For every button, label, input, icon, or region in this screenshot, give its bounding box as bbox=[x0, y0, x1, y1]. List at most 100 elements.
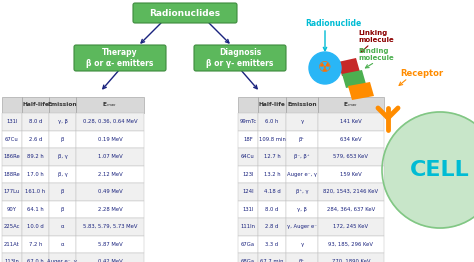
Bar bbox=[238, 218, 258, 236]
Bar bbox=[2, 113, 22, 130]
Text: 67.7 min: 67.7 min bbox=[260, 259, 284, 262]
Text: 5.83, 5.79, 5.73 MeV: 5.83, 5.79, 5.73 MeV bbox=[83, 224, 137, 229]
Text: 68Ga: 68Ga bbox=[241, 259, 255, 262]
Bar bbox=[286, 130, 318, 148]
Text: 188Re: 188Re bbox=[4, 172, 20, 177]
Bar bbox=[258, 113, 286, 130]
Bar bbox=[238, 200, 258, 218]
Text: β⁻, β⁺: β⁻, β⁺ bbox=[294, 154, 310, 159]
Text: 225Ac: 225Ac bbox=[4, 224, 20, 229]
Bar bbox=[76, 218, 144, 236]
Text: Emission: Emission bbox=[287, 102, 317, 107]
Bar bbox=[318, 130, 384, 148]
Text: Auger e⁻, γ: Auger e⁻, γ bbox=[287, 172, 317, 177]
Text: 131I: 131I bbox=[6, 119, 18, 124]
Bar bbox=[76, 130, 144, 148]
Bar bbox=[238, 97, 258, 113]
Bar bbox=[286, 200, 318, 218]
Bar bbox=[22, 253, 49, 262]
Bar bbox=[49, 148, 76, 166]
Text: β: β bbox=[61, 207, 64, 212]
Bar bbox=[258, 97, 286, 113]
Text: 7.2 h: 7.2 h bbox=[29, 242, 42, 247]
Text: E$_{max}$: E$_{max}$ bbox=[102, 101, 118, 110]
Text: Linking
molecule: Linking molecule bbox=[358, 30, 394, 42]
Bar bbox=[76, 253, 144, 262]
Bar bbox=[286, 97, 318, 113]
Bar bbox=[286, 218, 318, 236]
Text: 177Lu: 177Lu bbox=[4, 189, 20, 194]
Bar bbox=[286, 166, 318, 183]
Circle shape bbox=[382, 112, 474, 228]
Bar bbox=[49, 113, 76, 130]
Bar bbox=[286, 183, 318, 200]
Text: 159 KeV: 159 KeV bbox=[340, 172, 362, 177]
Text: E$_{max}$: E$_{max}$ bbox=[344, 101, 358, 110]
Text: 8.0 d: 8.0 d bbox=[29, 119, 42, 124]
Circle shape bbox=[309, 52, 341, 84]
Bar bbox=[49, 166, 76, 183]
Text: β, γ: β, γ bbox=[57, 154, 67, 159]
Bar bbox=[49, 183, 76, 200]
Text: 67.0 h: 67.0 h bbox=[27, 259, 44, 262]
Text: 0.49 MeV: 0.49 MeV bbox=[98, 189, 122, 194]
Text: Diagnosis
β or γ- emitters: Diagnosis β or γ- emitters bbox=[206, 48, 273, 68]
Text: 5.87 MeV: 5.87 MeV bbox=[98, 242, 122, 247]
Text: Emission: Emission bbox=[48, 102, 77, 107]
Bar bbox=[76, 200, 144, 218]
Bar bbox=[318, 183, 384, 200]
Bar bbox=[22, 113, 49, 130]
Bar bbox=[2, 148, 22, 166]
Bar bbox=[49, 218, 76, 236]
Bar bbox=[318, 218, 384, 236]
Text: 141 KeV: 141 KeV bbox=[340, 119, 362, 124]
Bar bbox=[238, 148, 258, 166]
Text: β⁺: β⁺ bbox=[299, 137, 305, 142]
Text: γ, Auger e⁻: γ, Auger e⁻ bbox=[287, 224, 317, 229]
Text: 579, 653 KeV: 579, 653 KeV bbox=[334, 154, 368, 159]
Text: 8.0 d: 8.0 d bbox=[265, 207, 279, 212]
Bar bbox=[2, 200, 22, 218]
Text: γ: γ bbox=[301, 119, 304, 124]
Bar bbox=[318, 97, 384, 113]
Text: 6.0 h: 6.0 h bbox=[265, 119, 279, 124]
Text: 2.12 MeV: 2.12 MeV bbox=[98, 172, 122, 177]
Bar bbox=[49, 253, 76, 262]
Text: γ, β: γ, β bbox=[297, 207, 307, 212]
Bar bbox=[286, 148, 318, 166]
Text: 131I: 131I bbox=[242, 207, 254, 212]
Bar bbox=[2, 218, 22, 236]
Bar bbox=[22, 130, 49, 148]
Bar bbox=[76, 148, 144, 166]
Text: 123I: 123I bbox=[242, 172, 254, 177]
Bar bbox=[2, 183, 22, 200]
Text: 2.28 MeV: 2.28 MeV bbox=[98, 207, 122, 212]
Bar bbox=[49, 97, 76, 113]
Bar bbox=[22, 148, 49, 166]
Text: β⁺: β⁺ bbox=[299, 259, 305, 262]
Text: 10.0 d: 10.0 d bbox=[27, 224, 44, 229]
Bar bbox=[76, 183, 144, 200]
Bar bbox=[2, 236, 22, 253]
Bar bbox=[2, 166, 22, 183]
Bar bbox=[49, 200, 76, 218]
Polygon shape bbox=[338, 58, 360, 76]
Text: β⁺, γ: β⁺, γ bbox=[296, 189, 308, 194]
Bar bbox=[238, 130, 258, 148]
Text: 2.6 d: 2.6 d bbox=[29, 137, 42, 142]
Text: 89.2 h: 89.2 h bbox=[27, 154, 44, 159]
Bar bbox=[22, 218, 49, 236]
Text: 1.07 MeV: 1.07 MeV bbox=[98, 154, 122, 159]
Text: Half-life: Half-life bbox=[258, 102, 285, 107]
Text: 0.42 MeV: 0.42 MeV bbox=[98, 259, 122, 262]
Text: 67Ga: 67Ga bbox=[241, 242, 255, 247]
Bar bbox=[2, 97, 22, 113]
Text: 186Re: 186Re bbox=[4, 154, 20, 159]
Text: β: β bbox=[61, 137, 64, 142]
Bar bbox=[258, 200, 286, 218]
Polygon shape bbox=[342, 70, 366, 88]
Text: Half-life: Half-life bbox=[22, 102, 49, 107]
Text: γ, β: γ, β bbox=[57, 119, 67, 124]
Bar bbox=[22, 166, 49, 183]
Bar bbox=[22, 236, 49, 253]
